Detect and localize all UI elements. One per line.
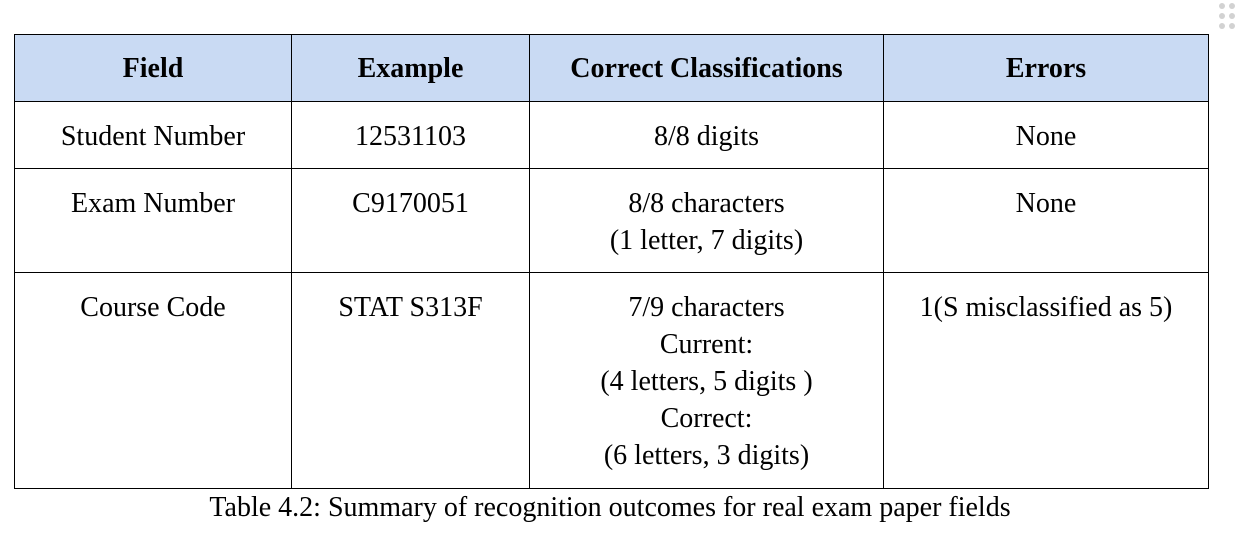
correct-line: 8/8 digits (653, 121, 759, 152)
cell-correct: 7/9 characters Current: (4 letters, 5 di… (529, 272, 884, 489)
cell-errors: 1(S misclassified as 5) (883, 272, 1209, 489)
cell-field: Exam Number (14, 168, 292, 273)
cell-field-text: Exam Number (70, 188, 236, 219)
cell-field: Student Number (14, 101, 292, 169)
drag-handle-dot (1219, 13, 1225, 19)
cell-example: 12531103 (291, 101, 530, 169)
results-table: Field Example Correct Classifications Er… (14, 34, 1209, 489)
cell-example: STAT S313F (291, 272, 530, 489)
table-row: Student Number 12531103 8/8 digits None (14, 101, 1209, 169)
correct-line: (1 letter, 7 digits) (609, 225, 804, 256)
cell-example: C9170051 (291, 168, 530, 273)
header-errors: Errors (883, 34, 1209, 102)
correct-line: Correct: (660, 403, 753, 434)
cell-correct: 8/8 characters (1 letter, 7 digits) (529, 168, 884, 273)
correct-line: Current: (659, 329, 754, 360)
table-caption: Table 4.2: Summary of recognition outcom… (209, 492, 1011, 523)
correct-line: 8/8 characters (628, 188, 785, 219)
cell-field: Course Code (14, 272, 292, 489)
cell-correct: 8/8 digits (529, 101, 884, 169)
header-example: Example (291, 34, 530, 102)
table-row: Exam Number C9170051 8/8 characters (1 l… (14, 168, 1209, 273)
header-correct-classifications: Correct Classifications (529, 34, 884, 102)
drag-handle-dot (1229, 23, 1235, 29)
drag-handle-dot (1219, 23, 1225, 29)
cell-errors: None (883, 168, 1209, 273)
table-row: Course Code STAT S313F 7/9 characters Cu… (14, 272, 1209, 489)
cell-errors: None (883, 101, 1209, 169)
cell-correct-text: 7/9 characters Current: (4 letters, 5 di… (530, 273, 883, 474)
correct-line: 7/9 characters (628, 292, 785, 323)
drag-handle-icon[interactable] (1218, 3, 1236, 33)
drag-handle-dot (1229, 3, 1235, 9)
correct-line: (6 letters, 3 digits) (603, 440, 810, 471)
correct-line: (4 letters, 5 digits ) (600, 366, 813, 397)
cell-field-text: Course Code (80, 292, 226, 323)
cell-errors-text: None (1015, 121, 1077, 152)
cell-example-text: STAT S313F (338, 292, 483, 323)
cell-errors-text: None (1015, 188, 1077, 219)
cell-example-text: C9170051 (352, 188, 469, 219)
header-field: Field (14, 34, 292, 102)
drag-handle-dot (1219, 3, 1225, 9)
table-header-row: Field Example Correct Classifications Er… (14, 34, 1209, 102)
cell-correct-text: 8/8 digits (530, 102, 883, 155)
drag-handle-dot (1229, 13, 1235, 19)
cell-correct-text: 8/8 characters (1 letter, 7 digits) (530, 169, 883, 259)
cell-example-text: 12531103 (355, 121, 466, 152)
cell-errors-text: 1(S misclassified as 5) (919, 292, 1173, 323)
cell-field-text: Student Number (60, 121, 246, 152)
